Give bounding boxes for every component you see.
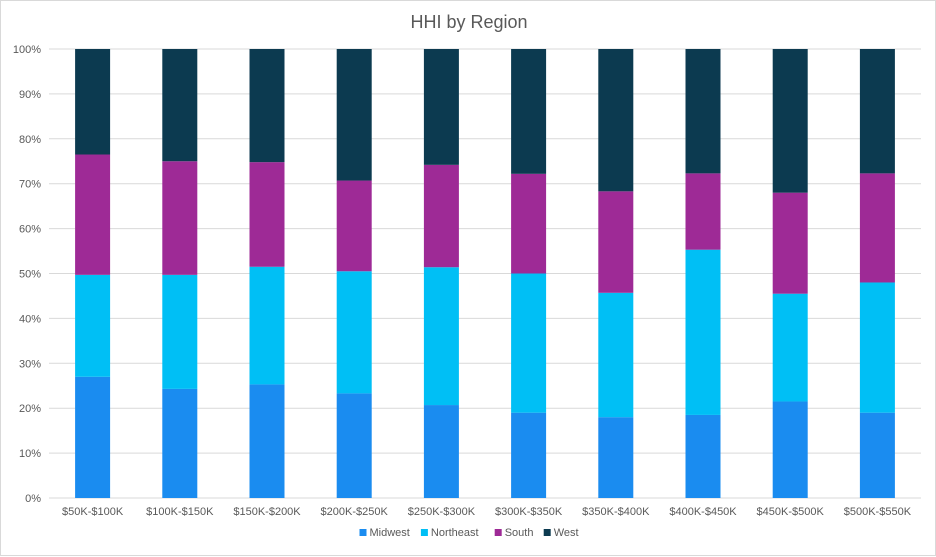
bar-segment-midwest: [685, 414, 721, 498]
bar-segment-midwest: [772, 401, 808, 498]
y-tick-label: 50%: [19, 269, 41, 281]
bar-segment-west: [772, 49, 808, 193]
bar-segment-northeast: [336, 271, 372, 394]
x-tick-label: $500K-$550K: [844, 506, 912, 518]
bar-segment-west: [75, 49, 111, 155]
bar-segment-south: [772, 192, 808, 294]
bars: [75, 49, 895, 498]
bar-segment-west: [336, 49, 372, 181]
x-tick-label: $100K-$150K: [146, 506, 214, 518]
bar-segment-south: [162, 161, 198, 275]
bar-segment-northeast: [685, 249, 721, 415]
bar-segment-northeast: [423, 267, 459, 406]
y-tick-label: 80%: [19, 134, 41, 146]
y-tick-label: 70%: [19, 179, 41, 191]
bar-segment-northeast: [162, 274, 198, 389]
bar-segment-west: [685, 49, 721, 174]
bar-segment-south: [511, 173, 547, 274]
legend-swatch-midwest: [359, 529, 367, 536]
bar-segment-south: [336, 180, 372, 272]
y-tick-label: 0%: [25, 493, 41, 505]
bar-segment-midwest: [423, 405, 459, 498]
bar-segment-west: [423, 49, 459, 165]
bar-segment-midwest: [859, 412, 895, 498]
x-tick-label: $150K-$200K: [233, 506, 301, 518]
legend-swatch-west: [543, 529, 551, 536]
x-tick-label: $450K-$500K: [757, 506, 825, 518]
bar-segment-midwest: [598, 417, 634, 498]
bar-segment-midwest: [336, 393, 372, 498]
bar-segment-northeast: [772, 293, 808, 402]
bar-segment-south: [75, 154, 111, 275]
y-tick-label: 20%: [19, 403, 41, 415]
bar-segment-west: [162, 49, 198, 162]
x-tick-label: $300K-$350K: [495, 506, 563, 518]
chart-title: HHI by Region: [410, 12, 527, 32]
y-tick-label: 60%: [19, 224, 41, 236]
y-tick-label: 10%: [19, 448, 41, 460]
bar-segment-northeast: [249, 266, 285, 385]
bar-segment-south: [249, 162, 285, 267]
y-axis-ticks: 0% 10% 20% 30% 40% 50% 60% 70% 80% 90% 100%: [13, 44, 41, 505]
y-tick-label: 30%: [19, 358, 41, 370]
x-tick-label: $200K-$250K: [321, 506, 389, 518]
bar-segment-south: [598, 191, 634, 293]
bar-segment-west: [598, 49, 634, 192]
legend-label-south: South: [505, 527, 534, 539]
bar-segment-midwest: [249, 384, 285, 498]
bar-segment-south: [423, 164, 459, 268]
legend-label-northeast: Northeast: [431, 527, 479, 539]
legend-label-midwest: Midwest: [370, 527, 410, 539]
x-tick-label: $50K-$100K: [62, 506, 124, 518]
legend-label-west: West: [554, 527, 579, 539]
bar-segment-west: [511, 49, 547, 174]
bar-segment-midwest: [511, 412, 547, 498]
y-tick-label: 40%: [19, 313, 41, 325]
x-tick-label: $250K-$300K: [408, 506, 476, 518]
bar-segment-south: [859, 173, 895, 283]
bar-segment-west: [859, 49, 895, 174]
legend: Midwest Northeast South West: [359, 527, 579, 539]
bar-segment-west: [249, 49, 285, 163]
bar-segment-south: [685, 173, 721, 250]
bar-segment-northeast: [75, 274, 111, 377]
x-axis-ticks: $50K-$100K $100K-$150K $150K-$200K $200K-$2…: [62, 506, 912, 518]
x-tick-label: $350K-$400K: [582, 506, 650, 518]
bar-segment-northeast: [859, 282, 895, 413]
legend-swatch-northeast: [420, 529, 428, 536]
y-tick-label: 100%: [13, 44, 41, 56]
bar-segment-northeast: [511, 273, 547, 413]
legend-swatch-south: [494, 529, 502, 536]
bar-segment-northeast: [598, 292, 634, 418]
bar-segment-midwest: [162, 388, 198, 498]
y-tick-label: 90%: [19, 89, 41, 101]
bar-segment-midwest: [75, 376, 111, 498]
x-tick-label: $400K-$450K: [669, 506, 737, 518]
